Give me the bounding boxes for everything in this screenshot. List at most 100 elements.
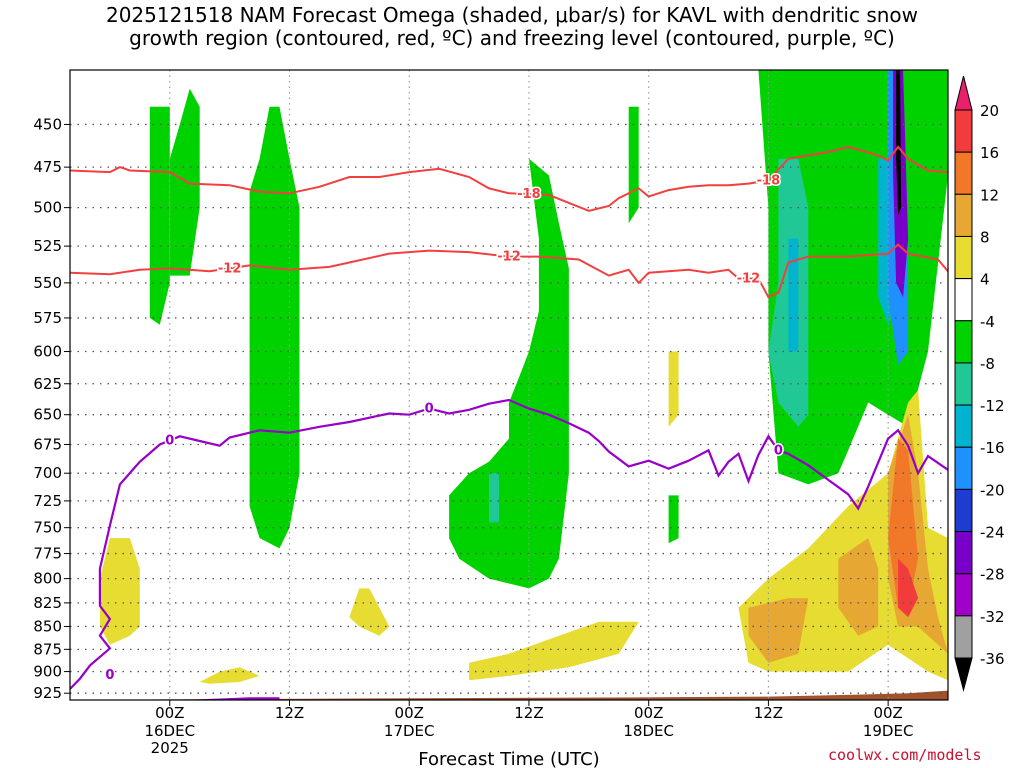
omega-region-3	[449, 158, 569, 589]
y-tick-725: 725	[33, 492, 62, 510]
y-axis: 450 475 500 525 550 575 600 625 650 675 700 725 750 7…	[33, 115, 70, 702]
contour-label-dgz_minus12-0: -12	[218, 261, 242, 276]
contour-label-freezing-extra: 0	[105, 668, 114, 683]
colorbar-label-12: -32	[980, 608, 1005, 626]
contour-label-freezing_level-0: 0	[165, 433, 174, 448]
x-tick-date-30: 17DEC	[384, 722, 435, 740]
omega-region-8	[489, 473, 499, 523]
omega-region-2	[249, 106, 300, 549]
colorbar-segment-9	[954, 446, 973, 490]
colorbar-segment-14	[954, 657, 973, 692]
omega-shading	[99, 70, 948, 684]
y-tick-850: 850	[33, 617, 62, 635]
omega-region-14	[99, 538, 140, 645]
colorbar-label-3: 8	[980, 228, 990, 246]
omega-region-9	[788, 238, 799, 352]
omega-region-18	[668, 351, 679, 427]
x-tick-date-78: 19DEC	[863, 722, 914, 740]
contour-label-freezing_level-2: 0	[774, 443, 783, 458]
x-tick-78: 00Z	[873, 704, 902, 722]
x-tick-18: 12Z	[275, 704, 304, 722]
contour-label-dgz_minus18-0: -18	[517, 187, 541, 202]
omega-region-0	[149, 106, 170, 325]
x-tick-6: 00Z	[155, 704, 184, 722]
omega-region-1	[169, 88, 200, 276]
y-tick-550: 550	[33, 274, 62, 292]
colorbar-segment-5	[954, 278, 973, 322]
colorbar-segment-13	[954, 615, 973, 659]
y-tick-875: 875	[33, 640, 62, 658]
colorbar-label-13: -36	[980, 650, 1005, 668]
colorbar-label-6: -8	[980, 355, 995, 373]
contour-lines: -18 -18 -12 -12 -12 0 0 0 0	[70, 145, 948, 700]
y-tick-700: 700	[33, 464, 62, 482]
y-tick-500: 500	[33, 199, 62, 217]
contour-freezing_level	[70, 398, 948, 690]
colorbar-segment-6	[954, 320, 973, 364]
x-tick-year-6: 2025	[151, 739, 189, 757]
colorbar-label-8: -16	[980, 439, 1005, 457]
contour-dgz_minus18	[70, 145, 948, 212]
y-tick-625: 625	[33, 375, 62, 393]
y-tick-750: 750	[33, 519, 62, 537]
colorbar-label-10: -24	[980, 524, 1005, 542]
omega-region-20	[748, 598, 809, 663]
y-tick-675: 675	[33, 436, 62, 454]
colorbar-label-9: -20	[980, 481, 1005, 499]
terrain-ground	[70, 690, 948, 700]
x-tick-date-6: 16DEC	[144, 722, 195, 740]
y-tick-575: 575	[33, 309, 62, 327]
omega-region-23	[888, 438, 919, 608]
colorbar-segment-11	[954, 531, 973, 575]
colorbar-segment-4	[954, 235, 973, 280]
x-tick-54: 00Z	[634, 704, 663, 722]
colorbar-segment-2	[954, 151, 973, 195]
x-tick-42: 12Z	[514, 704, 543, 722]
credit-text: coolwx.com/models	[828, 746, 982, 764]
y-tick-525: 525	[33, 237, 62, 255]
colorbar-label-4: 4	[980, 271, 990, 289]
colorbar-segment-0	[954, 75, 973, 111]
contour-dgz_minus12	[70, 243, 948, 299]
colorbar-segment-7	[954, 362, 973, 406]
omega-region-5	[668, 495, 679, 544]
chart-title: 2025121518 NAM Forecast Omega (shaded, μ…	[0, 4, 1024, 50]
colorbar-segment-3	[954, 193, 973, 237]
colorbar-label-1: 16	[980, 144, 999, 162]
omega-region-13	[896, 70, 902, 216]
y-tick-900: 900	[33, 663, 62, 681]
x-axis-label: Forecast Time (UTC)	[418, 749, 599, 768]
y-tick-600: 600	[33, 343, 62, 361]
ground-band	[70, 690, 948, 700]
x-tick-date-54: 18DEC	[623, 722, 674, 740]
chart-title-line1: 2025121518 NAM Forecast Omega (shaded, μ…	[105, 3, 919, 27]
omega-region-7	[768, 158, 809, 427]
y-tick-925: 925	[33, 684, 62, 702]
contour-label-dgz_minus12-2: -12	[737, 272, 761, 287]
omega-region-16	[199, 667, 260, 684]
chart-title-line2: growth region (contoured, red, ºC) and f…	[129, 26, 895, 50]
y-tick-775: 775	[33, 545, 62, 563]
contour-label-dgz_minus18-1: -18	[757, 173, 781, 188]
omega-region-4	[628, 106, 639, 224]
grid-lines	[70, 70, 948, 700]
colorbar-segment-1	[954, 109, 973, 153]
y-tick-450: 450	[33, 115, 62, 133]
contour-label-dgz_minus12-1: -12	[497, 250, 521, 265]
x-tick-66: 12Z	[754, 704, 783, 722]
y-tick-825: 825	[33, 594, 62, 612]
omega-region-15	[349, 588, 390, 636]
x-tick-30: 00Z	[395, 704, 424, 722]
omega-region-17	[469, 621, 639, 681]
colorbar-segment-12	[954, 573, 973, 617]
colorbar-label-0: 20	[980, 102, 999, 120]
colorbar-label-11: -28	[980, 566, 1005, 584]
y-tick-800: 800	[33, 570, 62, 588]
colorbar-label-5: -4	[980, 313, 995, 331]
colorbar-label-2: 12	[980, 186, 999, 204]
colorbar-label-7: -12	[980, 397, 1005, 415]
colorbar: 20 16 12 8 4 -4 -8 -12 -16 -20 -24 -28 -32 -36	[954, 75, 1005, 692]
colorbar-segment-8	[954, 404, 973, 448]
